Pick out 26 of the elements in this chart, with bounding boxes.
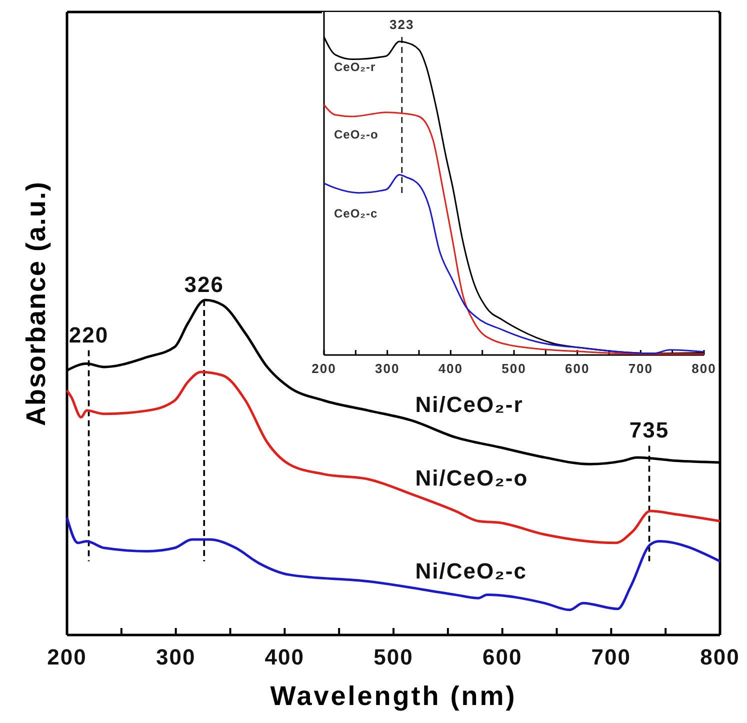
annotation: 323	[390, 17, 414, 32]
series-label: Ni/CeO₂-r	[415, 392, 524, 417]
x-tick-label: 600	[564, 361, 590, 376]
x-tick-label: 300	[156, 644, 196, 670]
x-tick-label: 600	[482, 644, 522, 670]
series-label: CeO₂-o	[334, 128, 378, 142]
x-axis-title: Wavelength (nm)	[270, 681, 517, 711]
annotation: 220	[68, 322, 109, 348]
x-tick-label: 800	[700, 644, 740, 670]
series-label: Ni/CeO₂-c	[415, 558, 527, 584]
series-label: Ni/CeO₂-o	[415, 466, 528, 491]
x-tick-label: 700	[628, 361, 654, 376]
series-label: CeO₂-r	[334, 60, 376, 74]
x-tick-label: 700	[591, 644, 632, 670]
y-axis-title: Absorbance (a.u.)	[21, 180, 51, 426]
x-tick-label: 500	[502, 361, 526, 376]
x-tick-label: 400	[264, 644, 305, 670]
x-tick-label: 200	[312, 361, 336, 376]
x-tick-label: 300	[374, 361, 400, 376]
x-tick-label: 800	[692, 361, 716, 376]
x-tick-label: 400	[438, 361, 464, 376]
annotation: 326	[184, 272, 224, 297]
series-label: CeO₂-c	[334, 206, 378, 220]
x-tick-label: 200	[47, 644, 87, 670]
x-tick-label: 500	[374, 644, 414, 670]
annotation: 735	[629, 418, 670, 443]
